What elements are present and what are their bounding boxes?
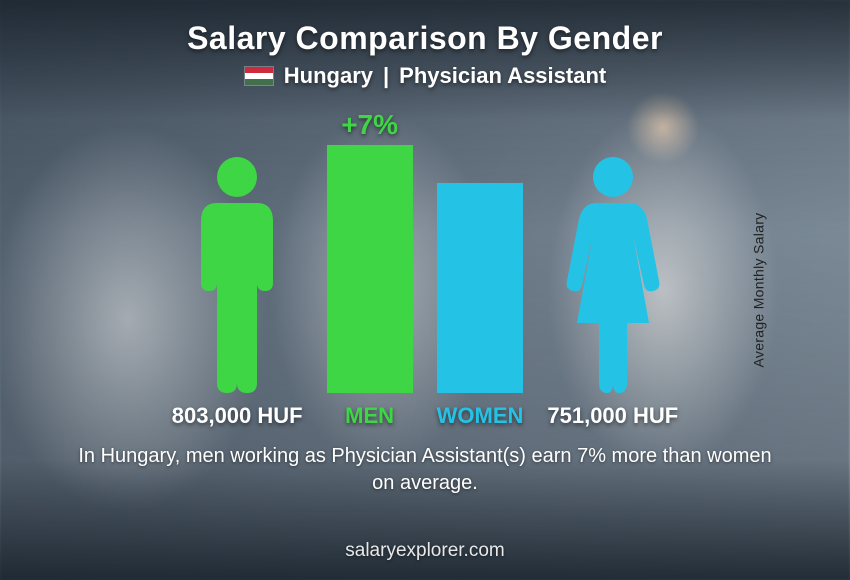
hungary-flag-icon: [244, 66, 274, 86]
men-salary-label: 803,000 HUF: [172, 403, 303, 429]
women-salary-label: 751,000 HUF: [547, 403, 678, 429]
comparison-chart: 803,000 HUF +7% MEN WOMEN 751,000 HUF: [172, 99, 678, 429]
female-person-icon: [563, 153, 663, 393]
page-title: Salary Comparison By Gender: [187, 20, 663, 57]
percentage-diff-label: +7%: [341, 109, 398, 141]
male-person-icon: [187, 153, 287, 393]
women-bar-column: WOMEN: [437, 99, 524, 429]
description-text: In Hungary, men working as Physician Ass…: [65, 443, 785, 497]
women-icon-column: 751,000 HUF: [547, 99, 678, 429]
infographic-content: Salary Comparison By Gender Hungary | Ph…: [0, 0, 850, 580]
source-link: salaryexplorer.com: [345, 540, 504, 562]
subtitle-row: Hungary | Physician Assistant: [244, 63, 606, 89]
job-title-label: Physician Assistant: [399, 63, 606, 89]
women-bar: [437, 183, 523, 393]
men-icon-column: 803,000 HUF: [172, 99, 303, 429]
separator: |: [383, 63, 389, 89]
women-label: WOMEN: [437, 403, 524, 429]
y-axis-label: Average Monthly Salary: [751, 213, 767, 368]
country-label: Hungary: [284, 63, 373, 89]
men-bar-column: +7% MEN: [327, 99, 413, 429]
men-bar: [327, 145, 413, 393]
men-label: MEN: [345, 403, 394, 429]
